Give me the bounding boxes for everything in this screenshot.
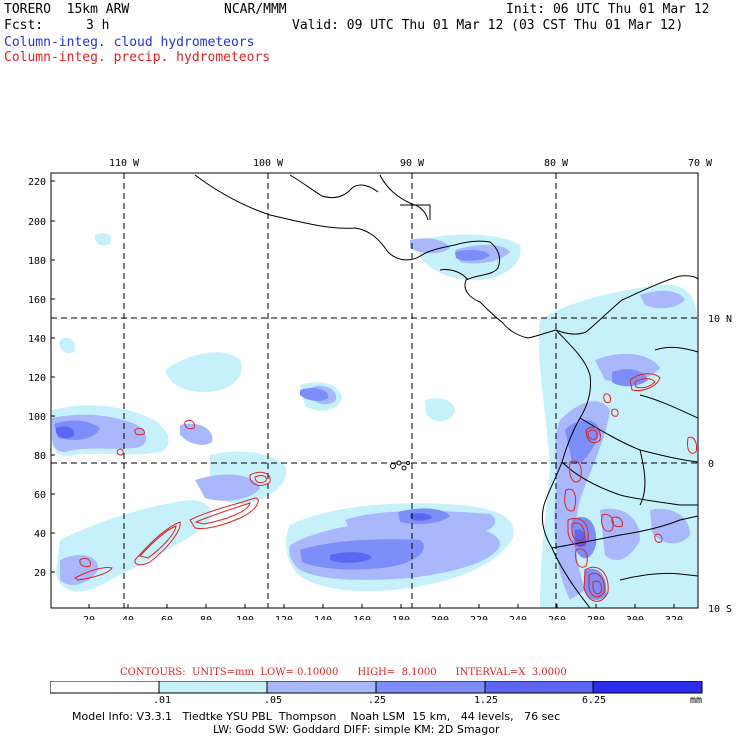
x-tick-label: 120 (275, 615, 293, 620)
y-tick-label: 200 (28, 217, 46, 228)
lon-label: 80 W (544, 158, 569, 169)
x-tick-label: 180 (392, 615, 410, 620)
y-tick-label: 60 (34, 490, 46, 501)
y-tick-label: 120 (28, 373, 46, 384)
y-tick-labels: 220 200 180 160 140 120 100 80 60 40 20 (28, 177, 46, 579)
colorbar-bin (592, 681, 703, 694)
lat-label: 10 N (708, 314, 732, 325)
plot-frame (50, 172, 699, 609)
colorbar-bin (266, 681, 377, 694)
model-info-line2: LW: Godd SW: Goddard DIFF: simple KM: 2D… (213, 723, 500, 736)
x-tick-label: 300 (626, 615, 644, 620)
colorbar-label: .01 (153, 695, 172, 706)
x-tick-label: 260 (548, 615, 566, 620)
model-info-line1: Model Info: V3.3.1 Tiedtke YSU PBL Thomp… (72, 710, 561, 723)
y-tick-label: 180 (28, 256, 46, 267)
forecast-hour: 3 h (86, 18, 110, 33)
y-tick-label: 220 (28, 177, 46, 188)
y-tick-label: 40 (34, 529, 46, 540)
longitude-labels: 110 W 100 W 90 W 80 W 70 W (109, 158, 713, 169)
tick-marks (51, 180, 675, 608)
x-tick-label: 220 (470, 615, 488, 620)
organization-label: NCAR/MMM (224, 2, 287, 17)
init-time: Init: 06 UTC Thu 01 Mar 12 (506, 2, 710, 17)
contours-caption: CONTOURS: UNITS=mm LOW= 0.10000 HIGH= 8.… (120, 667, 567, 678)
x-tick-label: 60 (161, 615, 173, 620)
lat-label: 10 S (708, 604, 732, 615)
y-tick-label: 140 (28, 334, 46, 345)
x-tick-label: 280 (587, 615, 605, 620)
colorbar-bin (50, 681, 160, 694)
graticule (51, 173, 698, 608)
lon-label: 110 W (109, 158, 140, 169)
field-title-cloud: Column-integ. cloud hydrometeors (4, 35, 255, 50)
x-tick-label: 320 (665, 615, 683, 620)
map-plot: 110 W 100 W 90 W 80 W 70 W 10 N 0 10 S 2… (28, 158, 732, 620)
lat-label: 0 (708, 459, 714, 470)
x-tick-labels: 20 40 60 80 100 120 140 160 180 200 220 … (83, 615, 683, 620)
field-title-precip: Column-integ. precip. hydrometeors (4, 50, 271, 65)
lon-label: 100 W (253, 158, 284, 169)
colorbar-label: .05 (264, 695, 283, 706)
lon-label: 70 W (688, 158, 713, 169)
x-tick-label: 100 (236, 615, 254, 620)
coastlines (194, 174, 699, 609)
y-tick-label: 160 (28, 295, 46, 306)
model-title: TORERO 15km ARW (4, 2, 130, 17)
y-tick-label: 20 (34, 568, 46, 579)
latitude-labels: 10 N 0 10 S (708, 314, 732, 615)
y-tick-label: 100 (28, 412, 46, 423)
valid-time: Valid: 09 UTC Thu 01 Mar 12 (03 CST Thu … (292, 18, 684, 33)
x-tick-label: 240 (509, 615, 527, 620)
precip-contours (74, 373, 697, 602)
y-tick-label: 80 (34, 451, 46, 462)
forecast-label: Fcst: (4, 18, 44, 33)
colorbar (50, 681, 703, 694)
x-tick-label: 40 (122, 615, 134, 620)
colorbar-label: 6.25 (582, 695, 607, 706)
x-tick-label: 200 (431, 615, 449, 620)
colorbar-bin (375, 681, 486, 694)
colorbar-bin (158, 681, 268, 694)
colorbar-bin (484, 681, 594, 694)
cloud-shading-peak (56, 426, 587, 563)
x-tick-label: 20 (83, 615, 95, 620)
colorbar-label: 1.25 (474, 695, 499, 706)
colorbar-label: .25 (368, 695, 387, 706)
x-tick-label: 140 (314, 615, 332, 620)
lon-label: 90 W (400, 158, 425, 169)
x-tick-label: 80 (200, 615, 212, 620)
x-tick-label: 160 (353, 615, 371, 620)
colorbar-unit: mm (690, 695, 703, 706)
